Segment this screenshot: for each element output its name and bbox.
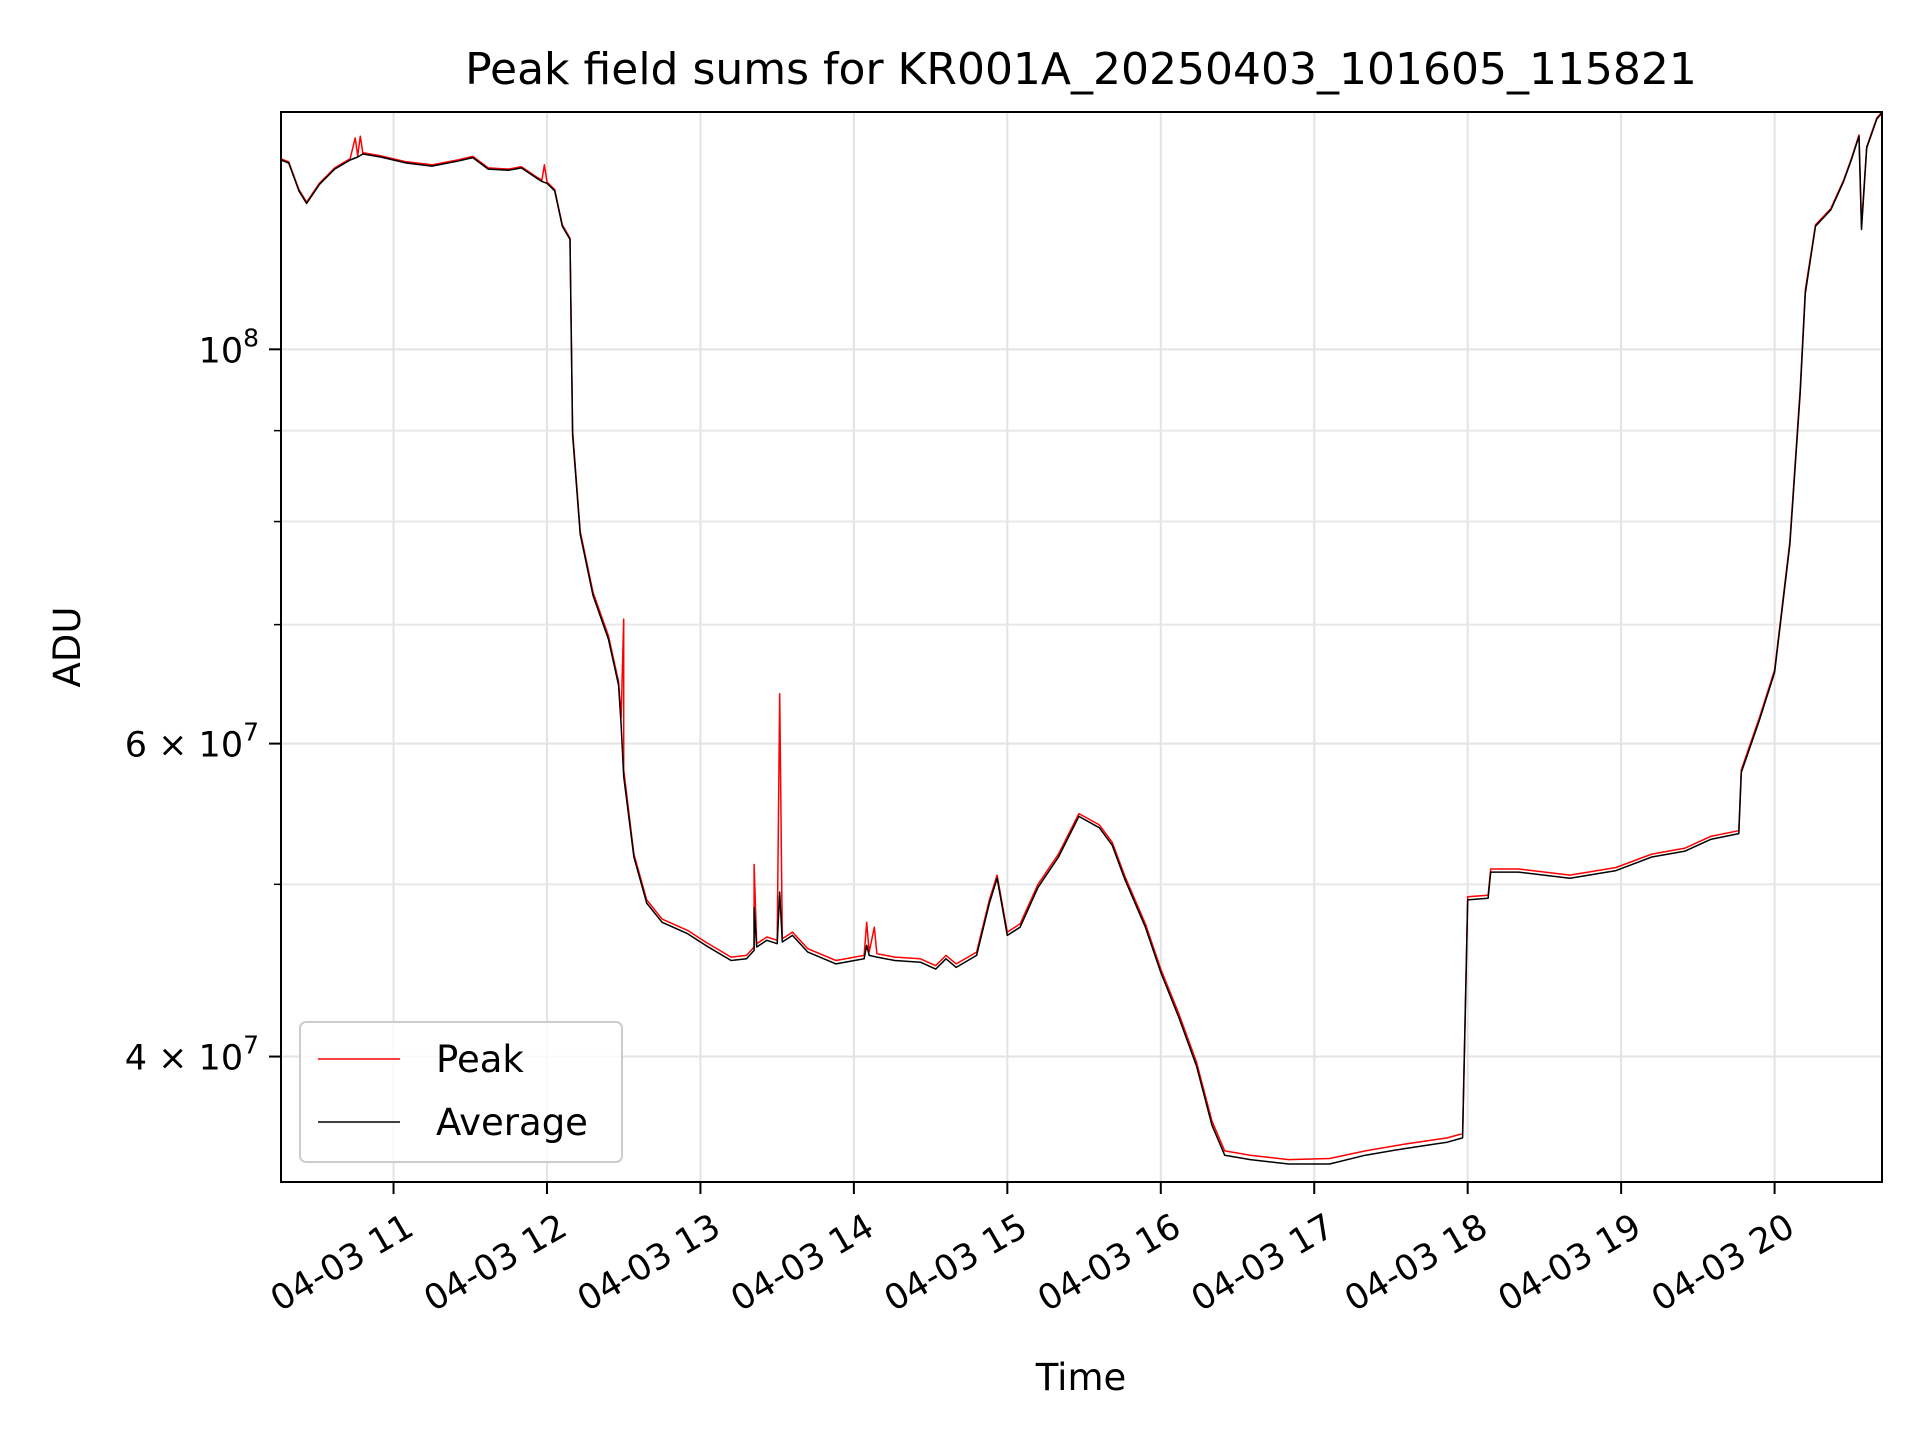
plot-frame xyxy=(280,111,1883,1183)
y-tick-label: 108 xyxy=(199,323,259,371)
y-tick-label: 6 × 107 xyxy=(125,718,259,766)
x-axis-label: Time xyxy=(1035,1356,1127,1399)
chart-title: Peak field sums for KR001A_20250403_1016… xyxy=(465,44,1697,95)
y-axis: 108 6 × 107 4 × 107 xyxy=(125,323,281,1079)
y-axis-label: ADU xyxy=(46,607,89,688)
legend: Peak Average xyxy=(299,1021,623,1163)
legend-box xyxy=(299,1021,623,1163)
legend-label-peak: Peak xyxy=(436,1038,524,1081)
grid xyxy=(281,112,1882,1182)
series-line-peak xyxy=(280,111,1883,1161)
series-line-average xyxy=(280,112,1883,1165)
y-tick-label: 4 × 107 xyxy=(125,1031,259,1079)
series-group xyxy=(280,111,1883,1165)
legend-label-average: Average xyxy=(436,1101,588,1144)
